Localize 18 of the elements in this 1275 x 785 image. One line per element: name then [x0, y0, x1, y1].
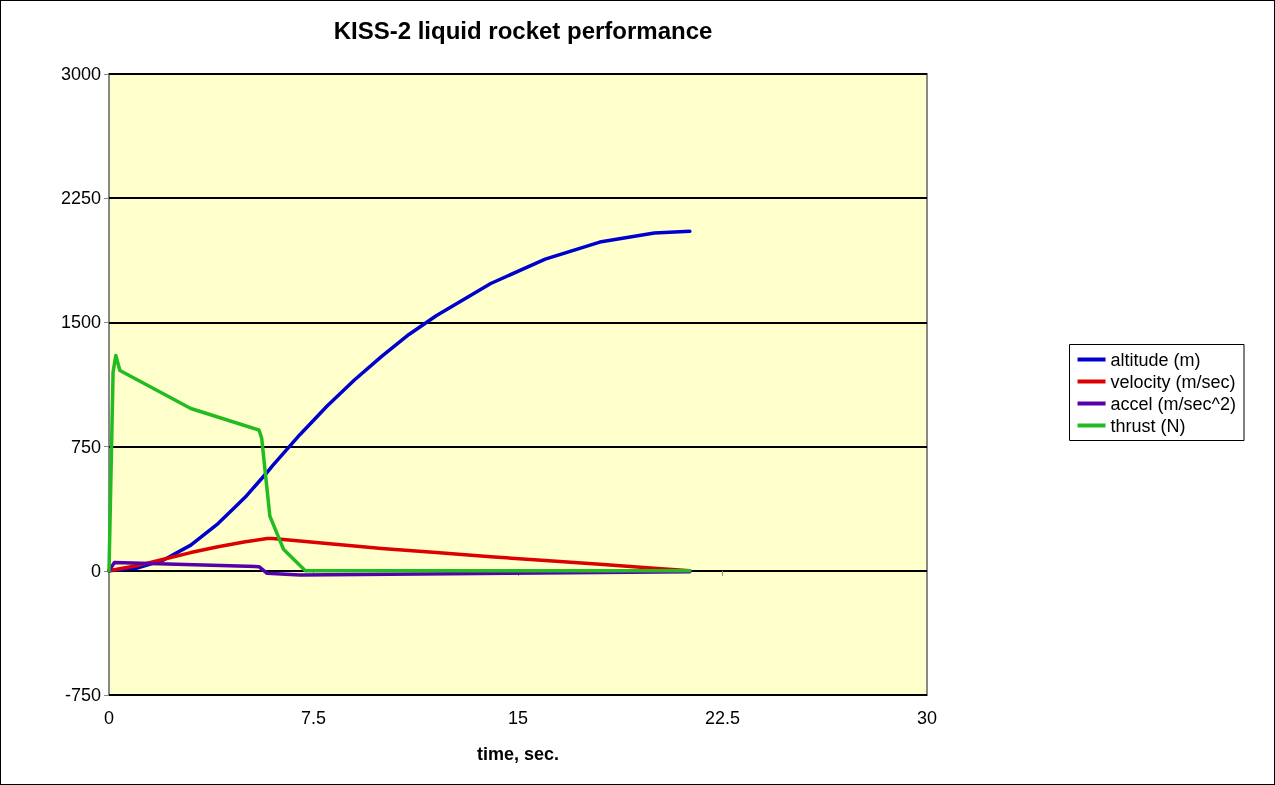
y-tick-label: -750 — [64, 685, 101, 705]
y-tick-label: 1500 — [60, 312, 101, 333]
y-tick-label: 2250 — [60, 188, 101, 209]
y-tick-label: 750 — [70, 436, 101, 457]
legend-label: velocity (m/sec) — [1110, 371, 1236, 392]
y-tick-label: 3000 — [60, 64, 101, 84]
legend-label: altitude (m) — [1110, 349, 1201, 370]
line-series — [107, 353, 692, 573]
x-tick-label: 7.5 — [300, 708, 327, 728]
legend-label: accel (m/sec^2) — [1110, 393, 1237, 414]
x-tick-label: 15 — [507, 708, 529, 728]
x-axis-title: time, sec. — [476, 744, 560, 764]
chart-title: KISS-2 liquid rocket performance — [333, 16, 713, 44]
x-tick-label: 0 — [103, 708, 115, 728]
x-tick-label: 30 — [916, 708, 938, 728]
x-tick-label: 22.5 — [704, 708, 741, 728]
y-tick-label: 0 — [90, 560, 101, 581]
legend-label: thrust (N) — [1110, 415, 1186, 436]
